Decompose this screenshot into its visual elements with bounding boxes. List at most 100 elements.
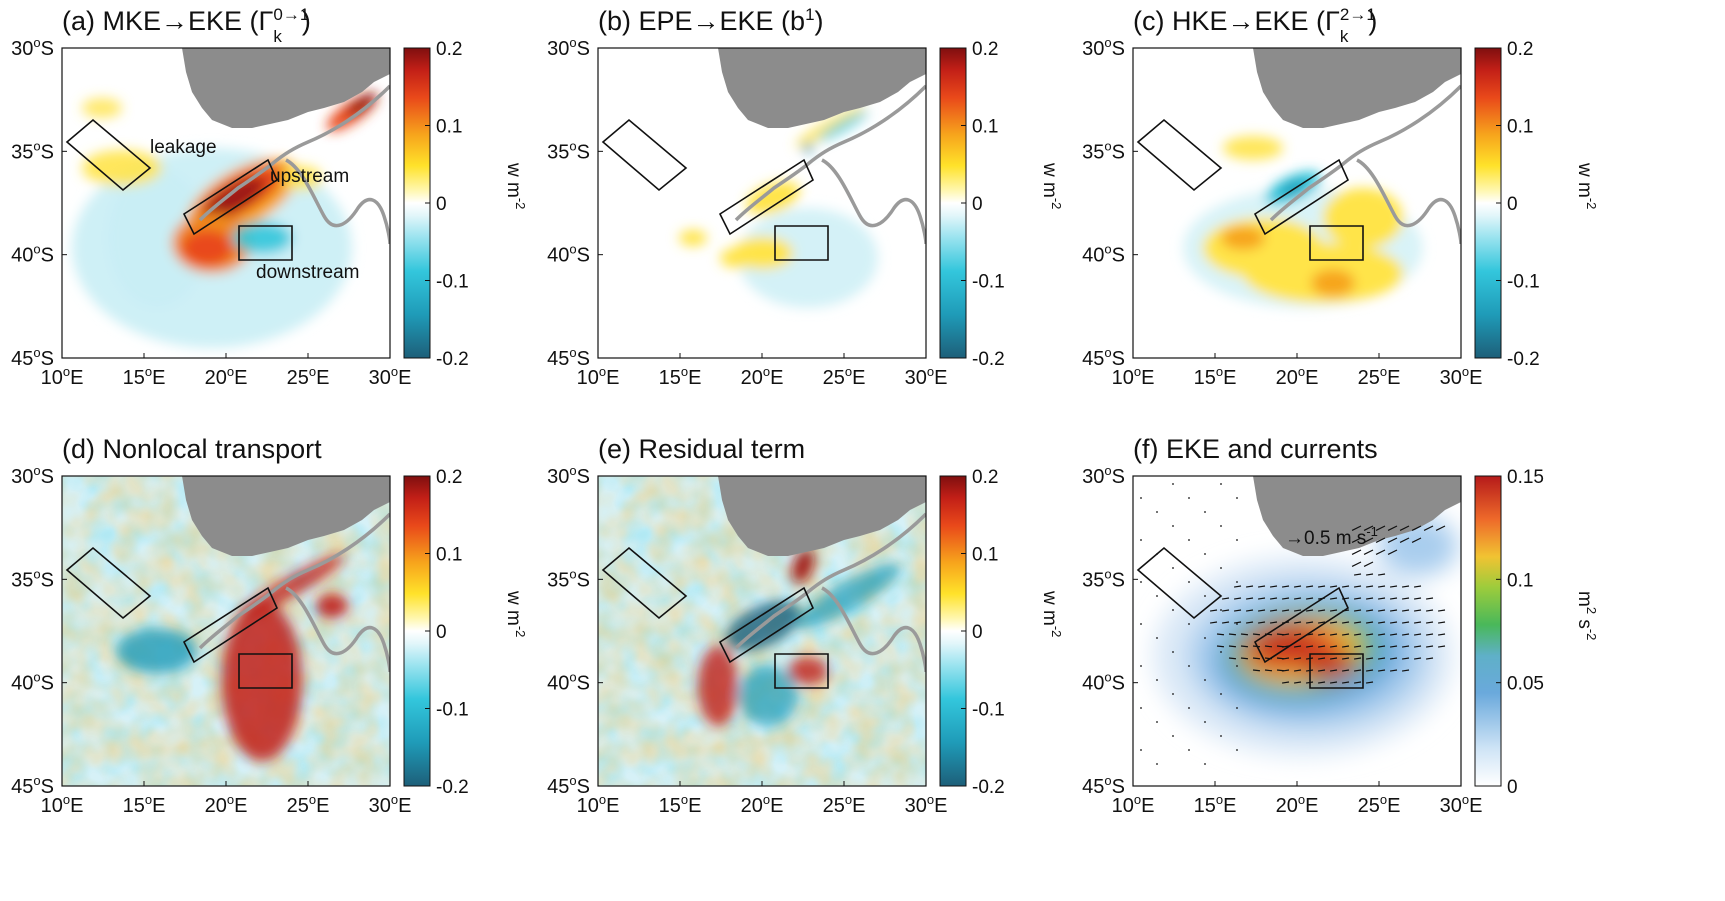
- current-arrow: [1269, 621, 1278, 624]
- current-dot: [1220, 651, 1222, 653]
- current-dot: [1236, 623, 1238, 625]
- land-africa: [718, 476, 926, 556]
- current-arrow: [1281, 633, 1290, 636]
- current-arrow: [1209, 621, 1218, 624]
- current-arrow: [1401, 633, 1410, 636]
- current-dot: [1204, 679, 1206, 681]
- lat-tick-label: 35oS: [547, 566, 590, 591]
- current-dot: [1188, 497, 1190, 499]
- current-arrow: [1245, 585, 1254, 588]
- lat-tick-label: 30oS: [1082, 463, 1125, 488]
- current-arrow: [1363, 537, 1374, 544]
- colorbar: 0.15 0.1 0.05 0 m2 s-2: [1474, 467, 1599, 798]
- map-area: [62, 48, 390, 358]
- land-africa: [1253, 48, 1461, 128]
- current-arrow: [1353, 597, 1362, 600]
- field-patch: [803, 143, 813, 153]
- lon-tick-label: 25oE: [1358, 364, 1401, 389]
- current-dot: [1204, 595, 1206, 597]
- lon-tick-label: 10oE: [577, 792, 620, 817]
- current-arrow: [1329, 633, 1338, 636]
- field-patch: [788, 657, 828, 685]
- field-patch: [791, 548, 815, 584]
- colorbar-tick-label: -0.1: [972, 272, 1005, 293]
- current-dot: [1204, 637, 1206, 639]
- vector-scale-label: →0.5 m s-1: [1285, 524, 1378, 549]
- current-arrow: [1329, 585, 1338, 588]
- lat-tick-label: 35oS: [1082, 138, 1125, 163]
- lon-tick-label: 30oE: [369, 792, 412, 817]
- leakage-box: [1136, 118, 1223, 192]
- current-dot: [1172, 651, 1174, 653]
- field-patch: [181, 230, 233, 266]
- lon-tick-label: 25oE: [1358, 792, 1401, 817]
- current-arrow: [1257, 597, 1266, 600]
- current-arrow: [1389, 669, 1398, 672]
- current-arrow: [1221, 609, 1230, 612]
- current-dot: [1188, 623, 1190, 625]
- current-arrow: [1363, 549, 1374, 556]
- current-arrow: [1401, 657, 1410, 660]
- front-line-south: [285, 158, 390, 245]
- current-arrow: [1387, 549, 1398, 556]
- current-arrow: [1387, 525, 1398, 532]
- colorbar-unit: w m-2: [503, 162, 528, 209]
- current-arrow: [1240, 645, 1249, 648]
- current-arrow: [1341, 585, 1350, 588]
- current-dot: [1156, 763, 1158, 765]
- current-arrow: [1305, 585, 1314, 588]
- current-arrow: [1363, 561, 1374, 568]
- lon-tick-label: 25oE: [287, 792, 330, 817]
- colorbar-tick-label: 0.1: [972, 545, 998, 566]
- lon-tick-label: 10oE: [577, 364, 620, 389]
- lat-tick-label: 40oS: [1082, 242, 1125, 267]
- colorbar-unit: w m-2: [503, 590, 528, 637]
- colorbar-tick-label: 0.1: [972, 117, 998, 138]
- front-line-north: [198, 512, 390, 650]
- current-arrow: [1293, 657, 1302, 660]
- current-dot: [1156, 595, 1158, 597]
- lat-tick-label: 40oS: [1082, 670, 1125, 695]
- panel-title: (b) EPE→EKE (b1): [598, 5, 824, 36]
- current-arrow: [1423, 525, 1434, 532]
- current-arrow: [1329, 621, 1338, 624]
- field-patch: [720, 248, 756, 268]
- lat-tick-label: 35oS: [547, 138, 590, 163]
- current-arrow: [1375, 549, 1386, 556]
- current-arrow: [1293, 669, 1302, 672]
- field-patch: [795, 563, 901, 629]
- colorbar-unit: w m-2: [1039, 162, 1064, 209]
- current-dot: [1220, 567, 1222, 569]
- current-dot: [1236, 707, 1238, 709]
- colorbar-tick-label: 0.2: [436, 39, 462, 60]
- current-arrow: [1413, 633, 1422, 636]
- current-arrow: [1389, 657, 1398, 660]
- lon-tick-label: 15oE: [659, 364, 702, 389]
- current-arrow: [1389, 645, 1398, 648]
- panel-title: (d) Nonlocal transport: [62, 434, 322, 464]
- field-patch: [232, 222, 292, 254]
- current-arrow: [1233, 585, 1242, 588]
- current-arrow: [1365, 645, 1374, 648]
- lon-tick-label: 15oE: [123, 792, 166, 817]
- current-arrow: [1329, 657, 1338, 660]
- front-line-south: [1356, 158, 1461, 245]
- lat-tick-label: 40oS: [547, 670, 590, 695]
- colorbar-tick-label: -0.1: [436, 272, 469, 293]
- current-dot: [1220, 609, 1222, 611]
- current-arrow: [1353, 573, 1362, 576]
- current-arrow: [1437, 645, 1446, 648]
- current-arrow: [1252, 669, 1261, 672]
- field-patch: [679, 230, 707, 246]
- current-arrow: [1363, 525, 1374, 532]
- field-patch: [746, 181, 800, 215]
- current-dot: [1188, 665, 1190, 667]
- field-patch: [795, 105, 865, 147]
- current-arrow: [1233, 597, 1242, 600]
- current-arrow: [1305, 621, 1314, 624]
- lat-tick-label: 45oS: [11, 345, 54, 370]
- current-arrow: [1353, 621, 1362, 624]
- colorbar-tick-label: 0: [972, 622, 983, 643]
- colorbar-tick-label: 0.05: [1507, 674, 1544, 695]
- current-arrow: [1351, 561, 1362, 568]
